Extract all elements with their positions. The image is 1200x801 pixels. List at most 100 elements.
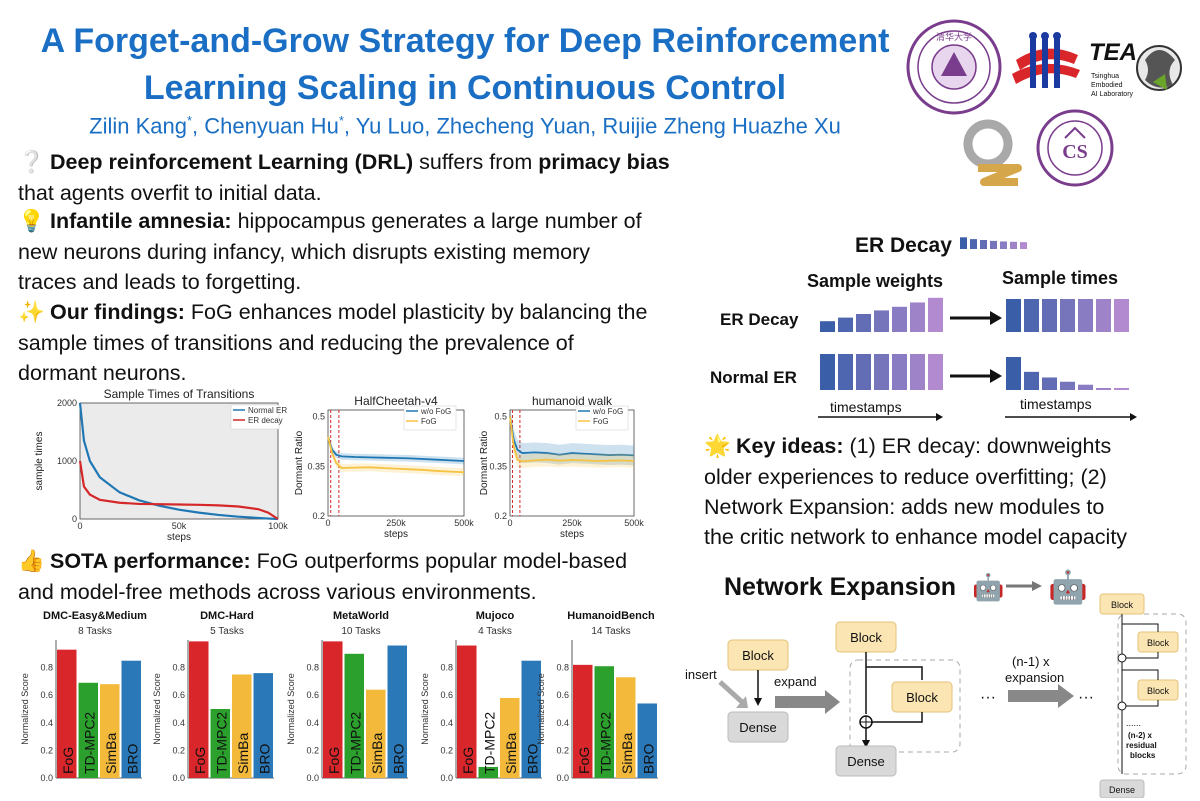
insert-label: insert [685, 667, 717, 682]
x-tick-label: 250k [562, 518, 582, 528]
legend-label: w/o FoG [592, 407, 623, 416]
er-decay-time-bars [1006, 299, 1129, 332]
robot-small-icon: 🤖 [972, 572, 1004, 603]
y-tick-label: 0.35 [307, 461, 325, 471]
y-axis-label: Normalized Score [20, 673, 30, 745]
er-bar [838, 317, 853, 332]
er-decay-title-bars [960, 237, 1027, 249]
er-bar [960, 237, 967, 249]
er-decay-weight-bars [820, 297, 943, 332]
amnesia-bold: Infantile amnesia: [49, 209, 232, 233]
primacy-bold: primacy bias [538, 150, 670, 174]
timestamps-label-left: timestamps [830, 399, 902, 415]
x-tick-label: 500k [454, 518, 474, 528]
bar-label: FoG [460, 747, 476, 774]
cs-text: CS [1062, 141, 1088, 163]
er-bar [874, 310, 889, 332]
bar-label: BRO [524, 744, 540, 774]
y-tick-label: 0.35 [489, 461, 507, 471]
bar-label: TD-MPC2 [597, 712, 613, 774]
er-bar [892, 306, 907, 332]
y-tick-label: 0.2 [440, 745, 453, 755]
y-tick-label: 0.4 [40, 718, 53, 728]
sota-bold: SOTA performance: [49, 549, 251, 573]
iiis-logo [1008, 30, 1083, 100]
series-band [510, 406, 634, 466]
n-minus-2-label: (n-2) x [1128, 731, 1153, 740]
x-axis-label: steps [384, 529, 408, 540]
y-tick-label: 0.4 [440, 718, 453, 728]
er-bar [1114, 299, 1129, 332]
series-line [327, 436, 465, 462]
normal-arrow-head [990, 369, 1002, 383]
y-tick-label: 0.8 [440, 663, 453, 673]
y-axis-label: Normalized Score [420, 673, 430, 745]
bar-chart-subtitle: 8 Tasks [78, 626, 112, 637]
tsinghua-logo: 清华大学 [905, 18, 1003, 116]
bar-label: SimBa [103, 733, 119, 774]
humanoid-walk-dormant-chart: humanoid walk 0 250k 500k 0.2 0.35 0.5 steps Dor… [479, 394, 644, 540]
series-line [509, 416, 635, 463]
y-tick-label: 0.4 [172, 718, 185, 728]
y-axis-label: sample times [34, 432, 45, 491]
x-tick-label: 100k [268, 521, 288, 531]
x-axis-label: steps [560, 529, 584, 540]
er-bar [838, 354, 853, 390]
series-band [328, 432, 464, 477]
er-bar [820, 321, 835, 332]
y-tick-label: 0.8 [172, 663, 185, 673]
er-bar [990, 240, 997, 249]
bar-label: BRO [124, 744, 140, 774]
er-bar [874, 354, 889, 390]
legend-label: FoG [421, 417, 437, 426]
bar-chart-mujoco: Mujoco 4 Tasks 0.0 0.2 0.4 0.6 0.8 Normalized S… [420, 610, 542, 783]
legend-label: ER decay [248, 416, 283, 425]
er-bar [1114, 388, 1129, 390]
plot-frame [327, 409, 465, 517]
y-tick-label: 0.2 [172, 745, 185, 755]
y-tick-label: 0.5 [494, 412, 507, 422]
svg-text:清华大学: 清华大学 [936, 31, 972, 43]
er-bar [820, 354, 835, 390]
thumbs-up-icon: 👍 [18, 549, 45, 574]
key-line2: older experiences to reduce overfitting;… [704, 465, 1107, 489]
bar-label: TD-MPC2 [81, 712, 97, 774]
block-label-stage2-new: Block [906, 690, 938, 705]
er-bar [1020, 242, 1027, 249]
er-bar [856, 314, 871, 332]
x-tick-label: 0 [77, 521, 82, 531]
bar-fog [57, 649, 77, 778]
er-bar [980, 240, 987, 249]
y-tick-label: 0.8 [556, 663, 569, 673]
x-tick-label: 0 [325, 518, 330, 528]
bar-td-mpc2 [78, 682, 98, 778]
plot-frame [509, 409, 635, 517]
p3-line2: sample times of transitions and reducing… [18, 331, 574, 355]
sample-times-label: Sample times [1002, 268, 1118, 288]
bar-label: BRO [640, 744, 656, 774]
bar-label: FoG [60, 747, 76, 774]
bar-fog [189, 641, 209, 778]
er-bar [1024, 371, 1039, 390]
er-decay-title: ER Decay [855, 234, 952, 257]
dots-stage3: ...... [1126, 718, 1141, 728]
bar-label: TD-MPC2 [481, 712, 497, 774]
er-arrow-head [990, 311, 1002, 325]
er-bar [970, 239, 977, 249]
er-bar [892, 354, 907, 390]
tea-lab-logo: TEA Tsinghua Embodied AI Laboratory [1085, 30, 1185, 105]
bar-simba [616, 677, 636, 778]
x-axis-label: steps [167, 532, 191, 543]
network-expansion-diagram: Network Expansion 🤖 🤖 Block Dense insert… [685, 568, 1187, 798]
key-line4: the critic network to enhance model capa… [704, 525, 1128, 549]
er-bar [910, 354, 925, 390]
bar-label: FoG [576, 747, 592, 774]
bar-bro [521, 660, 541, 778]
bar-label: BRO [256, 744, 272, 774]
y-tick-label: 0.5 [312, 412, 325, 422]
chart-title: humanoid walk [532, 394, 613, 408]
er-bar [928, 297, 943, 332]
bar-chart-title: HumanoidBench [567, 610, 655, 622]
point-our-findings: ✨ Our findings: FoG enhances model plast… [18, 297, 708, 388]
p4-line2: and model-free methods across various en… [18, 580, 537, 604]
